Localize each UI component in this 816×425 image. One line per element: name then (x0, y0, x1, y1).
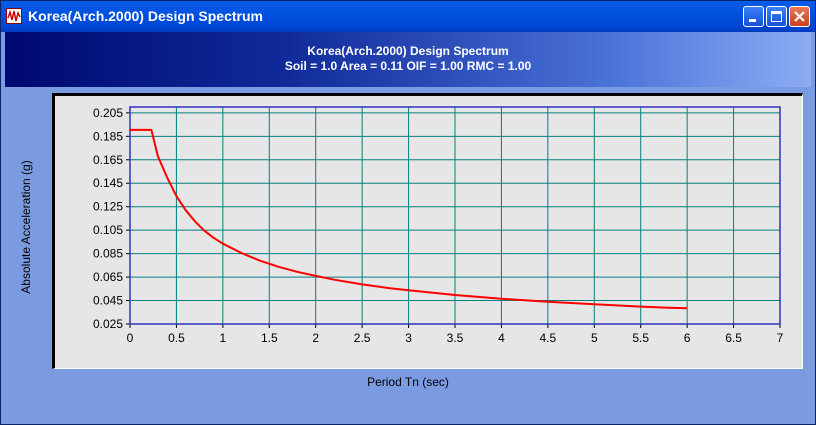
x-tick-label: 3.5 (447, 331, 464, 345)
x-tick-label: 5 (591, 331, 598, 345)
app-icon[interactable] (6, 8, 22, 24)
chart-title: Korea(Arch.2000) Design Spectrum (307, 44, 509, 58)
spectrum-chart: 0 0.5 1 1.5 2 2.5 3 3.5 4 4.5 5 5.5 6 6.5 7 0.205 0.185 0… (93, 106, 784, 345)
x-tick-label: 3 (405, 331, 412, 345)
y-tick-label: 0.205 (93, 106, 123, 120)
spectrum-line (130, 128, 688, 310)
y-tick-label: 0.045 (93, 294, 123, 308)
maximize-button[interactable] (766, 6, 787, 27)
y-axis-label-svg: Absolute Acceleration (g) (19, 160, 33, 293)
x-tick-label: 7 (777, 331, 784, 345)
y-tick-label: 0.165 (93, 153, 123, 167)
x-tick-label: 4 (498, 331, 505, 345)
x-tick-label: 2.5 (354, 331, 371, 345)
y-tick-label: 0.125 (93, 200, 123, 214)
x-axis-label: Period Tn (sec) (367, 375, 449, 389)
title-bar[interactable]: Korea(Arch.2000) Design Spectrum (1, 1, 815, 32)
client-area: Korea(Arch.2000) Design Spectrum Soil = … (5, 32, 811, 420)
x-tick-label: 1 (220, 331, 227, 345)
close-icon (794, 11, 805, 22)
x-tick-label: 5.5 (632, 331, 649, 345)
x-tick-label: 6 (684, 331, 691, 345)
y-axis-label: Absolute Acceleration (g) (19, 160, 33, 293)
x-tick-label: 6.5 (725, 331, 742, 345)
y-tick-label: 0.085 (93, 247, 123, 261)
chart-header: Korea(Arch.2000) Design Spectrum Soil = … (5, 32, 811, 87)
chart-subtitle: Soil = 1.0 Area = 0.11 OIF = 1.00 RMC = … (284, 59, 532, 73)
y-tick-label: 0.105 (93, 223, 123, 237)
x-tick-label: 1.5 (261, 331, 278, 345)
x-tick-label: 0.5 (168, 331, 185, 345)
x-tick-label: 2 (312, 331, 319, 345)
plot-frame (129, 106, 781, 325)
window-title: Korea(Arch.2000) Design Spectrum (28, 8, 263, 24)
spectrum-icon (7, 9, 21, 22)
x-tick-label: 4.5 (540, 331, 557, 345)
y-tick-label: 0.025 (93, 317, 123, 331)
x-tick-label: 0 (127, 331, 134, 345)
minimize-icon (749, 19, 756, 22)
close-button[interactable] (789, 6, 810, 27)
maximize-icon (771, 11, 782, 22)
y-tick-label: 0.065 (93, 270, 123, 284)
y-tick-label: 0.185 (93, 129, 123, 143)
y-tick-label: 0.145 (93, 176, 123, 190)
minimize-button[interactable] (743, 6, 764, 27)
